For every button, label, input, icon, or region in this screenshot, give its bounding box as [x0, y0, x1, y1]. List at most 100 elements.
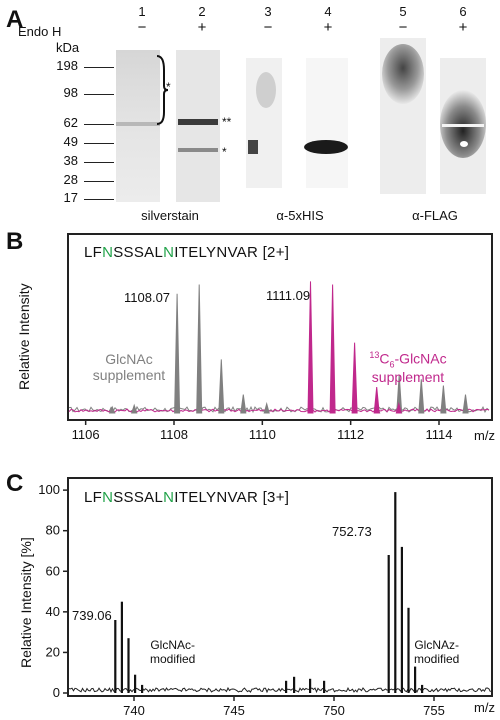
- lane-number: 1: [138, 4, 146, 19]
- plot-frame: [67, 477, 493, 697]
- peak: [323, 680, 326, 693]
- gel-blot-images: [116, 38, 486, 202]
- endo-sign: +: [323, 19, 333, 36]
- peak-label: 752.73: [332, 524, 372, 539]
- x-tick-label: 1114: [426, 427, 453, 442]
- charge-state: [2+]: [262, 244, 290, 261]
- endo-sign: −: [137, 19, 147, 36]
- panel-b-letter: B: [6, 228, 24, 255]
- y-tick-label: 80: [46, 523, 60, 538]
- peak-glcnac: [462, 394, 469, 414]
- mw-tick: [84, 94, 114, 95]
- peak-glcnac: [131, 403, 138, 414]
- mw-marker: 17: [63, 190, 78, 205]
- series-label-line: GlcNAc: [105, 351, 153, 367]
- peak: [141, 684, 144, 693]
- peak: [120, 601, 123, 693]
- peak-c13-glcnac: [395, 401, 402, 414]
- mw-tick: [84, 67, 114, 68]
- endo-sign: +: [197, 19, 207, 36]
- series-label-c13: 13C6-GlcNAc supplement: [348, 350, 468, 385]
- lane-4-blot: [306, 58, 348, 188]
- peak: [134, 674, 137, 693]
- band-mark-single: *: [166, 80, 171, 94]
- peak-c13-glcnac: [373, 386, 380, 414]
- peptide-n-green: N: [102, 244, 114, 261]
- blot-label-silverstain: silverstain: [141, 208, 199, 223]
- peak: [400, 546, 403, 693]
- peak-label: 739.06: [72, 608, 112, 623]
- peak: [114, 620, 117, 693]
- peak-label: 1108.07: [124, 290, 171, 305]
- x-tick-label: 750: [323, 703, 345, 718]
- peak-glcnac: [218, 359, 225, 414]
- panel-a-letter: A: [6, 6, 24, 33]
- endo-sign: +: [458, 19, 468, 36]
- series-label-line: supplement: [92, 367, 166, 383]
- peak-c13-glcnac: [351, 342, 358, 414]
- x-tick-label: 740: [123, 703, 145, 718]
- isotope-count: 6: [389, 359, 395, 370]
- series-label-line: supplement: [371, 369, 445, 386]
- group-label-line: modified: [150, 652, 196, 666]
- x-tick-label: 745: [223, 703, 245, 718]
- peak-glcnac: [196, 284, 203, 414]
- lane-number: 5: [399, 4, 407, 19]
- blot-label-flag: α-FLAG: [412, 208, 458, 223]
- peak: [387, 555, 390, 693]
- endo-sign: −: [398, 19, 408, 36]
- endo-sign: −: [263, 19, 273, 36]
- mw-tick: [84, 162, 114, 163]
- peptide-n-green: N: [102, 489, 114, 506]
- panel-c-letter: C: [6, 470, 24, 497]
- peak-label: 1111.09: [266, 288, 311, 303]
- x-tick-label: 755: [423, 703, 445, 718]
- lane-number: 6: [459, 4, 467, 19]
- blot-label-his: α-5xHIS: [276, 208, 324, 223]
- lane-2-gel: [176, 50, 220, 202]
- mw-marker: 38: [63, 153, 78, 168]
- bracket: [156, 55, 169, 125]
- lane-number: 4: [324, 4, 332, 19]
- group-label-glcnaz: GlcNAz- modified: [414, 638, 459, 666]
- mw-tick: [84, 143, 114, 144]
- peak-glcnac: [418, 379, 425, 414]
- band-mark-lower: *: [222, 145, 227, 159]
- peak: [421, 684, 424, 693]
- peak: [285, 680, 288, 693]
- peptide-seg: LF: [84, 489, 103, 506]
- mw-tick: [84, 199, 114, 200]
- y-tick-label: 20: [46, 644, 60, 659]
- endo-h-label: Endo H: [18, 24, 62, 39]
- peak: [407, 607, 410, 693]
- peptide-n-green: N: [163, 489, 175, 506]
- peak-glcnac: [174, 293, 181, 414]
- mw-tick: [84, 181, 114, 182]
- peptide-seg: LF: [84, 244, 103, 261]
- series-label-line: 13C6-GlcNAc: [348, 350, 468, 369]
- x-axis-label: m/z: [474, 700, 495, 715]
- peak: [127, 638, 130, 693]
- peak: [394, 492, 397, 693]
- y-tick-label: 0: [53, 685, 60, 700]
- peptide-seg: ITELYNVAR: [174, 489, 259, 506]
- series-label-glcnac: GlcNAc supplement: [86, 351, 172, 383]
- peptide-seg: SSSAL: [113, 489, 164, 506]
- spectrum-c: 0 20 40 60 80 100 740 745 750 755: [38, 477, 493, 718]
- group-label-line: modified: [414, 652, 460, 666]
- peptide-c: LFNSSSALNITELYNVAR [3+]: [84, 489, 289, 506]
- peptide-seg: SSSAL: [113, 244, 164, 261]
- x-tick-label: 1110: [249, 427, 276, 442]
- charge-state: [3+]: [262, 489, 290, 506]
- kda-label: kDa: [56, 40, 80, 55]
- isotope-mass: 13: [369, 350, 380, 360]
- peptide-n-green: N: [163, 244, 175, 261]
- peak-c13-glcnac: [329, 284, 336, 414]
- baseline-noise: [68, 686, 491, 694]
- peptide-b: LFNSSSALNITELYNVAR [2+]: [84, 244, 289, 261]
- peak-c13-glcnac: [307, 281, 314, 414]
- group-label-glcnac: GlcNAc- modified: [150, 638, 195, 666]
- mw-marker: 49: [63, 134, 78, 149]
- y-tick-label: 60: [46, 563, 60, 578]
- lane-number: 3: [264, 4, 272, 19]
